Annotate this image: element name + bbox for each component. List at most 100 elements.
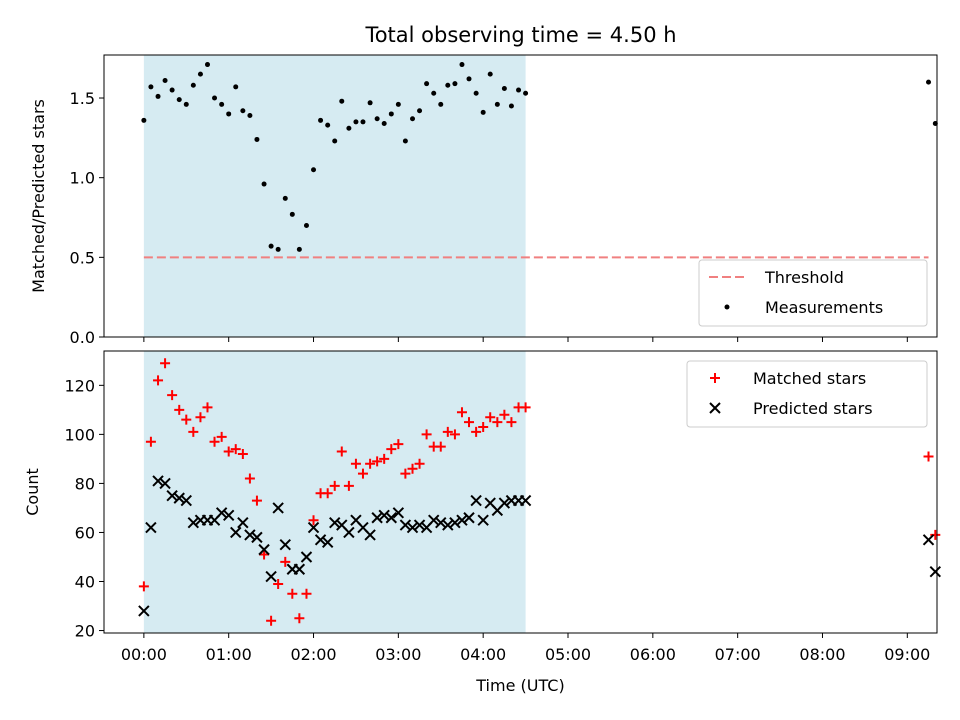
- measurement-point: [424, 81, 430, 87]
- y-tick-label: 1.0: [70, 169, 95, 188]
- measurement-point: [183, 101, 189, 107]
- measurement-point: [367, 100, 373, 106]
- measurement-point: [431, 90, 437, 96]
- y-tick-label: 80: [75, 474, 95, 493]
- matched-stars-point: [464, 417, 475, 428]
- measurement-point: [303, 222, 309, 228]
- matched-stars-point: [308, 515, 319, 526]
- predicted-stars-point: [498, 497, 511, 509]
- predicted-stars-point: [463, 512, 475, 524]
- matched-stars-point: [195, 412, 206, 423]
- y-tick-label: 1.5: [70, 89, 95, 108]
- y-tick-label: 120: [64, 376, 95, 395]
- measurement-point: [261, 181, 267, 187]
- measurement-point: [395, 101, 401, 107]
- measurement-point: [311, 167, 317, 173]
- predicted-stars-point: [279, 539, 291, 551]
- predicted-stars-point: [371, 512, 383, 524]
- count-panel: 20 40 60 80 100 120 00:00 01:00 02:00 03:00 04:00 0…: [23, 350, 942, 695]
- measurement-point: [487, 71, 493, 77]
- predicted-stars-point: [265, 570, 277, 583]
- observing-window-shade: [143, 55, 526, 337]
- legend-measurement-swatch: [724, 304, 730, 310]
- matched-stars-point: [449, 429, 460, 440]
- predicted-stars-point: [237, 516, 249, 529]
- predicted-stars-point: [244, 529, 256, 541]
- matched-stars-point: [216, 431, 227, 442]
- measurement-point: [494, 101, 500, 107]
- matched-stars-point: [400, 468, 411, 479]
- matched-stars-point: [471, 426, 482, 437]
- y-tick-label: 20: [75, 622, 95, 641]
- predicted-stars-point: [364, 529, 376, 541]
- matched-stars-point: [506, 417, 517, 428]
- matched-stars-point: [301, 588, 312, 599]
- matched-stars-point: [209, 436, 220, 447]
- predicted-stars-point: [442, 519, 454, 531]
- matched-stars-point: [322, 488, 333, 499]
- matched-stars-point: [266, 615, 277, 626]
- measurement-point: [212, 95, 218, 101]
- x-tick-label: 09:00: [884, 645, 930, 664]
- measurement-point: [402, 138, 408, 144]
- predicted-stars-point: [392, 507, 405, 519]
- predicted-stars-point: [399, 519, 412, 531]
- measurement-point: [374, 116, 380, 122]
- predicted-stars-point: [378, 509, 390, 522]
- matched-stars-point: [244, 473, 255, 484]
- predicted-stars-point: [300, 551, 313, 563]
- predicted-stars-point: [477, 514, 489, 526]
- legend-label: Measurements: [765, 298, 883, 317]
- legend-predicted-swatch: [709, 402, 721, 414]
- measurement-point: [268, 243, 274, 249]
- measurement-point: [190, 82, 196, 88]
- series-measurements: [141, 62, 938, 252]
- predicted-stars-point: [293, 563, 306, 575]
- figure-title: Total observing time = 4.50 h: [364, 23, 676, 47]
- measurement-point: [296, 246, 302, 252]
- predicted-stars-point: [272, 502, 284, 514]
- measurement-point: [466, 76, 472, 82]
- predicted-stars-point: [251, 531, 263, 544]
- matched-stars-point: [499, 409, 510, 420]
- x-axis-label: Time (UTC): [475, 676, 564, 695]
- predicted-stars-point: [329, 516, 341, 529]
- legend-label: Threshold: [764, 268, 844, 287]
- predicted-stars-point: [406, 521, 419, 534]
- y-axis-label: Count: [23, 468, 42, 516]
- matched-stars-point: [442, 426, 453, 437]
- x-tick-label: 06:00: [630, 645, 676, 664]
- predicted-stars-point: [180, 494, 192, 507]
- measurement-point: [169, 87, 175, 93]
- legend-matched-swatch: [710, 373, 720, 383]
- predicted-stars-point: [187, 516, 200, 529]
- matched-stars-point: [259, 549, 270, 560]
- measurement-point: [176, 97, 182, 103]
- matched-stars-point: [336, 446, 347, 457]
- y-tick-label: 0.5: [70, 248, 95, 267]
- predicted-stars-point: [152, 475, 164, 487]
- y-tick-label: 40: [75, 573, 95, 592]
- matched-stars-point: [485, 412, 496, 423]
- legend: Threshold Measurements: [698, 259, 928, 327]
- matched-stars-point: [188, 426, 199, 437]
- x-tick-label: 07:00: [715, 645, 761, 664]
- measurement-point: [197, 71, 203, 77]
- y-tick-label: 100: [64, 425, 95, 444]
- ratio-panel: 0.0 0.5 1.0 1.5 Matched/Predicted stars Thres…: [29, 54, 938, 347]
- predicted-stars-point: [470, 494, 482, 507]
- matched-stars-point: [280, 556, 291, 567]
- observing-window-shade: [143, 351, 526, 633]
- measurement-point: [926, 79, 932, 85]
- matched-stars-point: [343, 480, 354, 491]
- matched-stars-point: [372, 456, 383, 467]
- measurement-point: [438, 101, 444, 107]
- measurement-point: [233, 84, 239, 90]
- series-matched-stars: [138, 358, 941, 626]
- predicted-stars-point: [258, 543, 270, 556]
- measurement-point: [360, 119, 366, 125]
- matched-stars-point: [181, 414, 192, 425]
- predicted-stars-point: [222, 509, 235, 522]
- measurement-point: [501, 85, 507, 91]
- predicted-stars-point: [449, 516, 461, 529]
